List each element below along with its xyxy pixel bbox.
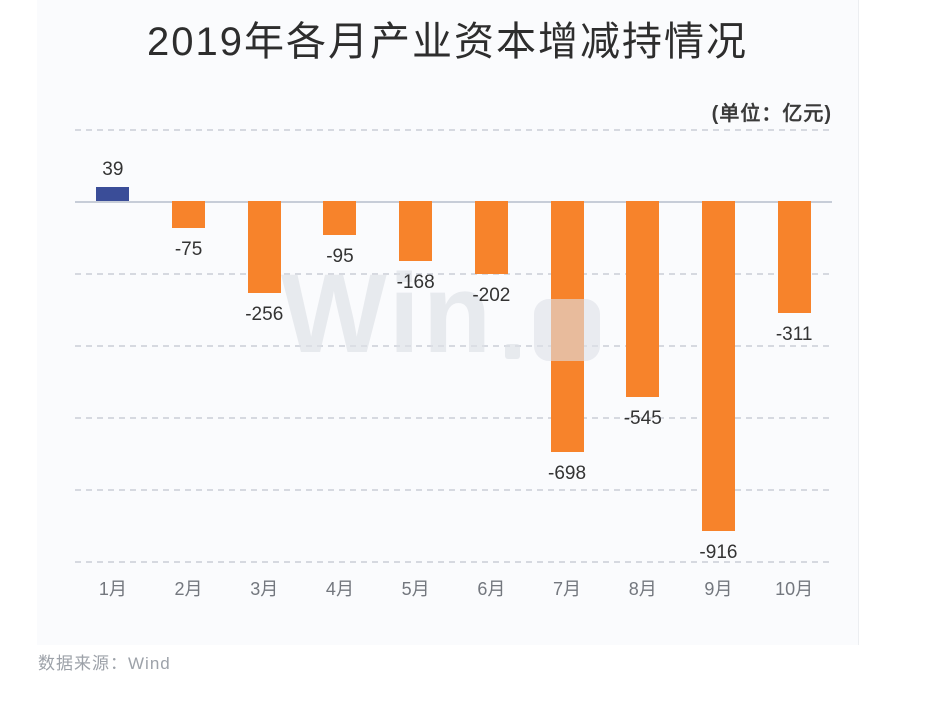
zero-axis-line: [75, 201, 832, 203]
value-label-7月: -698: [548, 463, 587, 485]
chart-title: 2019年各月产业资本增减持情况: [147, 20, 748, 64]
x-tick-1月: 1月: [98, 579, 127, 599]
bar-8月: [626, 201, 660, 398]
value-label-5月: -168: [396, 272, 435, 294]
gridline: [75, 417, 832, 419]
gridline: [75, 561, 832, 563]
x-tick-4月: 4月: [325, 579, 354, 599]
data-source-name: Wind: [128, 654, 171, 673]
value-label-8月: -545: [623, 408, 662, 430]
x-tick-10月: 10月: [775, 579, 814, 599]
bar-7月: [550, 201, 584, 453]
x-tick-8月: 8月: [628, 579, 657, 599]
gridline: [75, 489, 832, 491]
value-label-6月: -202: [472, 284, 511, 306]
value-label-4月: -95: [326, 246, 354, 268]
value-label-2月: -75: [174, 239, 203, 260]
unit-label: (单位：亿元): [711, 103, 832, 125]
gridline: [75, 345, 832, 347]
data-source: 数据来源：Wind: [38, 652, 171, 676]
value-label-1月: 39: [102, 158, 124, 180]
bar-3月: [247, 201, 281, 294]
chart-card: 2019年各月产业资本增减持情况 (单位：亿元) 39 1月 -75 2月 -256 3月…: [37, 0, 859, 645]
plot-area: 39 1月 -75 2月 -256 3月 -95 4月 -168 5月 -202 6月 -698 7月 -5…: [75, 0, 832, 645]
x-tick-5月: 5月: [401, 579, 430, 599]
gridline: [75, 129, 832, 131]
x-tick-7月: 7月: [553, 579, 582, 599]
bar-9月: [701, 201, 735, 531]
bar-5月: [399, 201, 433, 262]
bar-1月: [96, 186, 130, 201]
x-tick-2月: 2月: [174, 579, 203, 599]
bar-6月: [474, 201, 508, 274]
bar-2月: [172, 201, 206, 228]
value-label-9月: -916: [699, 541, 738, 563]
x-tick-9月: 9月: [704, 579, 733, 599]
bar-4月: [323, 201, 357, 236]
value-label-10月: -311: [775, 323, 813, 345]
data-source-prefix: 数据来源：: [38, 654, 128, 673]
x-tick-3月: 3月: [250, 579, 279, 599]
x-tick-6月: 6月: [477, 579, 506, 599]
value-label-3月: -256: [245, 304, 284, 326]
gridline: [75, 273, 832, 275]
bar-10月: [777, 201, 811, 313]
